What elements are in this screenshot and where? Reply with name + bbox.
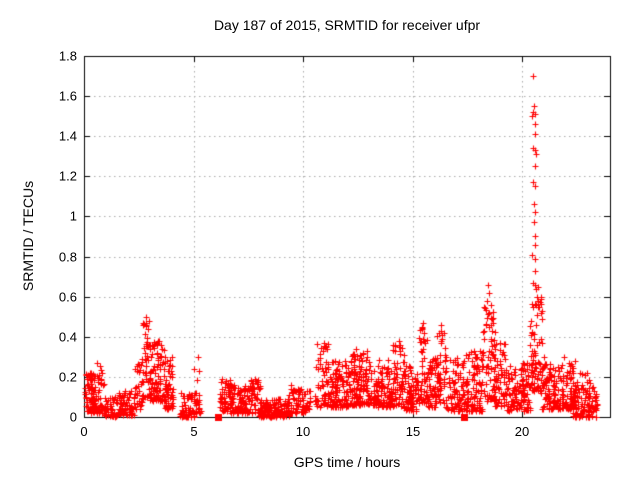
y-tick-label: 1.4 [58, 128, 77, 144]
y-tick-label: 0.2 [58, 369, 77, 385]
x-tick-label: 0 [80, 424, 88, 439]
y-tick-label: 1.8 [58, 48, 77, 64]
x-tick-label: 20 [514, 424, 530, 439]
y-axis-label: SRMTID / TECUs [20, 180, 36, 292]
x-tick-label: 5 [190, 424, 198, 439]
y-tick-label: 0.4 [58, 329, 77, 345]
y-tick-label: 0.8 [58, 249, 77, 265]
y-tick-label: 1 [69, 208, 77, 224]
chart-title: Day 187 of 2015, SRMTID for receiver ufp… [213, 17, 481, 33]
y-tick-label: 1.2 [58, 168, 77, 184]
y-tick-label: 0 [69, 409, 77, 425]
y-tick-label: 0.6 [58, 289, 77, 305]
x-tick-label: 10 [295, 424, 311, 439]
y-tick-label: 1.6 [58, 88, 77, 104]
x-tick-label: 15 [405, 424, 421, 439]
x-axis-label: GPS time / hours [293, 454, 401, 470]
